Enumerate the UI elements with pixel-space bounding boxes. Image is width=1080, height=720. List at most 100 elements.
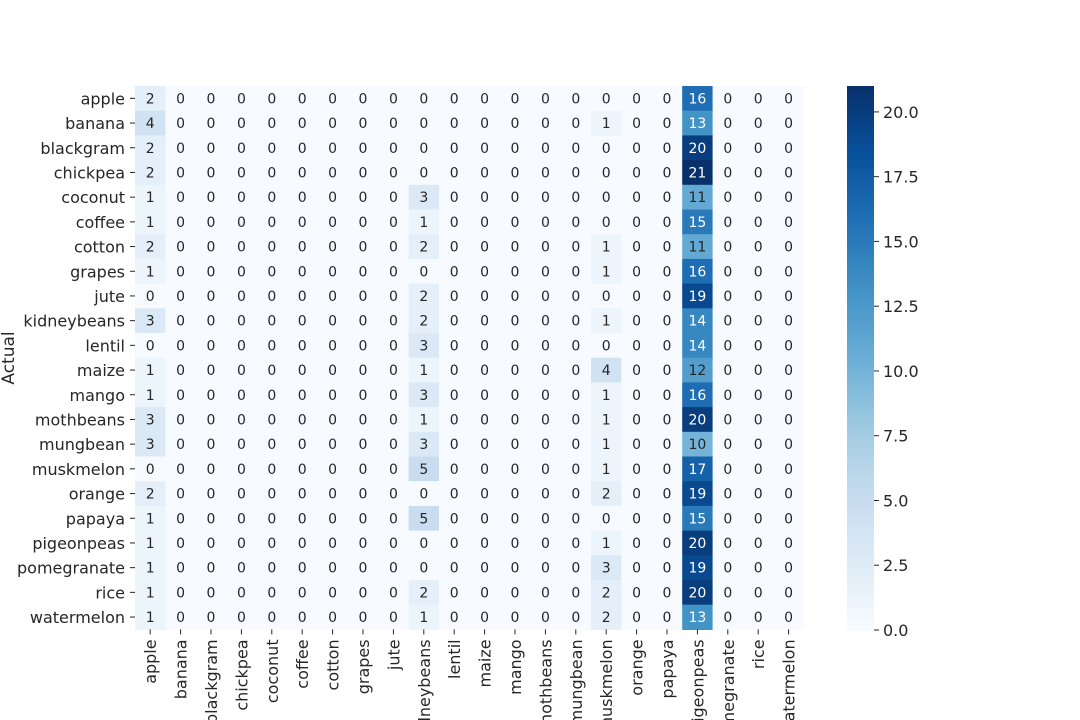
x-tick-labels: apple banana blackgram chickpea coconut coffe… bbox=[141, 629, 799, 720]
cell-value-label: 0 bbox=[359, 412, 368, 428]
cell-value-label: 0 bbox=[450, 487, 459, 503]
cell-value-label: 0 bbox=[663, 116, 672, 132]
colorbar-segment bbox=[847, 334, 874, 340]
heatmap-cell bbox=[347, 234, 379, 260]
cell-value-label: 0 bbox=[359, 215, 368, 231]
cell-value-label: 0 bbox=[267, 338, 276, 354]
cell-value-label: 0 bbox=[541, 165, 550, 181]
heatmap-cell bbox=[165, 184, 197, 211]
colorbar-segment bbox=[847, 245, 874, 250]
heatmap-cell bbox=[712, 283, 744, 309]
heatmap-cell bbox=[195, 135, 227, 161]
cell-value-label: 0 bbox=[571, 585, 580, 601]
colorbar-tick-label: 0.0 bbox=[883, 621, 908, 640]
heatmap-cell bbox=[651, 86, 683, 112]
cell-value-label: 0 bbox=[207, 289, 216, 305]
cell-value-label: 0 bbox=[571, 91, 580, 107]
heatmap-cell bbox=[408, 481, 440, 507]
colorbar-segment bbox=[847, 369, 874, 375]
cell-value-label: 0 bbox=[359, 388, 368, 404]
heatmap-cell bbox=[256, 604, 288, 630]
cell-value-label: 0 bbox=[419, 91, 428, 107]
cell-value-label: 0 bbox=[632, 388, 641, 404]
cell-value-label: 3 bbox=[419, 190, 428, 206]
cell-value-label: 1 bbox=[602, 412, 611, 428]
cell-value-label: 0 bbox=[511, 585, 520, 601]
heatmap-cell bbox=[439, 160, 470, 186]
heatmap-cell bbox=[743, 407, 774, 433]
heatmap-cell bbox=[378, 382, 410, 408]
colorbar-segment bbox=[847, 563, 874, 569]
cell-value-label: 0 bbox=[663, 585, 672, 601]
heatmap-cell bbox=[287, 580, 318, 606]
heatmap-cell bbox=[621, 333, 653, 359]
cell-value-label: 0 bbox=[450, 388, 459, 404]
heatmap-cell bbox=[408, 431, 440, 458]
cell-value-label: 0 bbox=[663, 141, 672, 157]
heatmap-cell bbox=[712, 86, 744, 112]
heatmap-cell bbox=[165, 110, 197, 136]
heatmap-cell bbox=[347, 604, 379, 630]
cell-value-label: 0 bbox=[419, 487, 428, 503]
cell-value-label: 0 bbox=[571, 462, 580, 478]
cell-value-label: 0 bbox=[723, 585, 732, 601]
cell-value-label: 1 bbox=[602, 536, 611, 552]
heatmap-cell bbox=[621, 431, 653, 458]
cell-value-label: 0 bbox=[207, 585, 216, 601]
cell-value-label: 0 bbox=[511, 289, 520, 305]
heatmap-cell bbox=[287, 86, 318, 112]
cell-value-label: 0 bbox=[267, 511, 276, 527]
heatmap-cell bbox=[773, 283, 805, 309]
colorbar-segment bbox=[847, 466, 874, 472]
cell-value-label: 0 bbox=[784, 536, 793, 552]
cell-value-label: 13 bbox=[688, 610, 706, 626]
colorbar-segment bbox=[847, 124, 874, 130]
cell-value-label: 0 bbox=[571, 240, 580, 256]
heatmap-cell bbox=[256, 308, 288, 334]
cell-value-label: 0 bbox=[754, 487, 763, 503]
colorbar-segment bbox=[847, 105, 874, 110]
cell-value-label: 0 bbox=[754, 338, 763, 354]
cell-value-label: 0 bbox=[723, 561, 732, 577]
cell-value-label: 0 bbox=[663, 190, 672, 206]
heatmap-cell bbox=[226, 530, 258, 556]
cell-value-label: 0 bbox=[328, 412, 337, 428]
heatmap-cell bbox=[439, 407, 470, 433]
y-tick-label: mango bbox=[70, 386, 125, 405]
heatmap-cell bbox=[560, 604, 592, 630]
cell-value-label: 1 bbox=[602, 437, 611, 453]
heatmap-cell bbox=[287, 234, 318, 260]
cell-value-label: 0 bbox=[328, 561, 337, 577]
x-tick-label: maize bbox=[476, 639, 495, 687]
colorbar-segment bbox=[847, 222, 874, 227]
cell-value-label: 0 bbox=[511, 190, 520, 206]
heatmap-cell bbox=[560, 505, 592, 532]
cell-value-label: 0 bbox=[602, 338, 611, 354]
heatmap-cell bbox=[591, 110, 622, 136]
heatmap-cell bbox=[530, 431, 562, 458]
heatmap-cell bbox=[560, 580, 592, 606]
x-tick-label: orange bbox=[628, 639, 647, 695]
cell-value-label: 2 bbox=[602, 487, 611, 503]
heatmap-cell bbox=[682, 283, 714, 309]
heatmap-cell bbox=[743, 160, 774, 186]
heatmap-cell bbox=[135, 431, 166, 458]
cell-value-label: 0 bbox=[328, 165, 337, 181]
cell-value-label: 0 bbox=[480, 363, 489, 379]
heatmap-cell bbox=[195, 580, 227, 606]
colorbar-segment bbox=[847, 194, 874, 200]
colorbar-segment bbox=[847, 295, 874, 301]
cell-value-label: 0 bbox=[571, 141, 580, 157]
heatmap-cell bbox=[226, 308, 258, 334]
x-tick-label: cotton bbox=[324, 639, 343, 690]
cell-value-label: 0 bbox=[146, 462, 155, 478]
heatmap-cell bbox=[591, 431, 622, 458]
cell-value-label: 0 bbox=[237, 314, 246, 330]
cell-value-label: 0 bbox=[237, 610, 246, 626]
colorbar-segment bbox=[847, 155, 874, 161]
heatmap-cell bbox=[712, 209, 744, 235]
cell-value-label: 0 bbox=[328, 610, 337, 626]
cell-value-label: 0 bbox=[359, 585, 368, 601]
heatmap-cell bbox=[256, 505, 288, 532]
heatmap-cell bbox=[378, 86, 410, 112]
